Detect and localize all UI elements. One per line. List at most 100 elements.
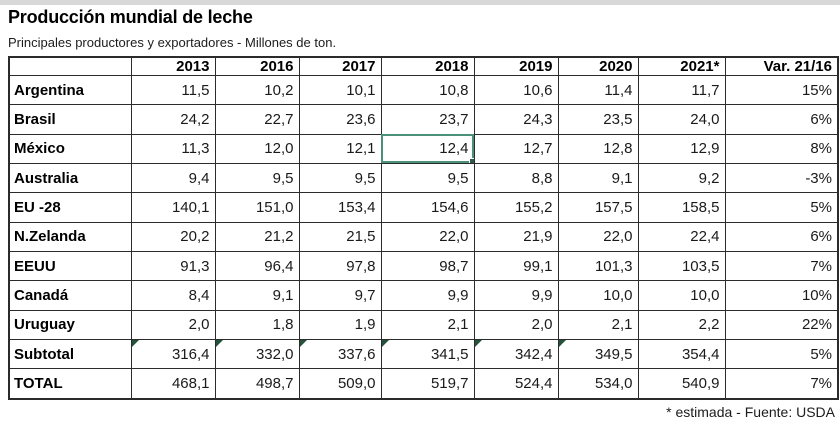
column-header-2013[interactable]: 2013 <box>130 56 216 76</box>
cell[interactable]: 23,5 <box>557 104 639 135</box>
cell[interactable]: 316,4 <box>130 338 216 370</box>
cell[interactable]: 11,7 <box>637 74 726 106</box>
cell[interactable]: 103,5 <box>637 250 726 282</box>
row-label-eu-28[interactable]: EU -28 <box>8 192 132 223</box>
cell[interactable]: 10,2 <box>214 74 300 106</box>
cell[interactable]: 2,0 <box>130 309 216 340</box>
cell[interactable]: 20,2 <box>130 221 216 252</box>
cell[interactable]: 101,3 <box>557 250 639 282</box>
cell[interactable]: 10,8 <box>380 74 475 106</box>
cell[interactable]: 468,1 <box>130 368 216 400</box>
cell-var[interactable]: 15% <box>724 74 839 106</box>
cell[interactable]: 354,4 <box>637 338 726 370</box>
cell[interactable]: 154,6 <box>380 192 475 223</box>
cell[interactable]: 99,1 <box>473 250 559 282</box>
cell[interactable]: 524,4 <box>473 368 559 400</box>
row-label-total[interactable]: TOTAL <box>8 368 132 400</box>
cell-var[interactable]: 8% <box>724 133 839 164</box>
row-label-m-xico[interactable]: México <box>8 133 132 164</box>
cell[interactable]: 157,5 <box>557 192 639 223</box>
cell[interactable]: 10,0 <box>637 280 726 311</box>
cell[interactable]: 140,1 <box>130 192 216 223</box>
cell[interactable]: 22,7 <box>214 104 300 135</box>
cell[interactable]: 341,5 <box>380 338 475 370</box>
cell[interactable]: 12,7 <box>473 133 559 164</box>
cell[interactable]: 12,4 <box>380 133 475 164</box>
cell-var[interactable]: 5% <box>724 192 839 223</box>
cell[interactable]: 509,0 <box>298 368 382 400</box>
cell[interactable]: 9,5 <box>298 162 382 194</box>
column-header-2021[interactable]: 2021* <box>637 56 726 76</box>
cell[interactable]: 96,4 <box>214 250 300 282</box>
cell[interactable]: 158,5 <box>637 192 726 223</box>
cell[interactable]: 23,6 <box>298 104 382 135</box>
cell[interactable]: 9,5 <box>380 162 475 194</box>
cell[interactable]: 534,0 <box>557 368 639 400</box>
cell[interactable]: 22,4 <box>637 221 726 252</box>
cell[interactable]: 2,0 <box>473 309 559 340</box>
cell-var[interactable]: 10% <box>724 280 839 311</box>
cell[interactable]: 24,3 <box>473 104 559 135</box>
cell[interactable]: 91,3 <box>130 250 216 282</box>
cell[interactable]: 2,2 <box>637 309 726 340</box>
cell[interactable]: 12,8 <box>557 133 639 164</box>
cell[interactable]: 342,4 <box>473 338 559 370</box>
cell[interactable]: 332,0 <box>214 338 300 370</box>
cell[interactable]: 519,7 <box>380 368 475 400</box>
cell[interactable]: 498,7 <box>214 368 300 400</box>
cell[interactable]: 153,4 <box>298 192 382 223</box>
cell[interactable]: 24,2 <box>130 104 216 135</box>
cell[interactable]: 21,9 <box>473 221 559 252</box>
cell-var[interactable]: 6% <box>724 104 839 135</box>
cell[interactable]: 540,9 <box>637 368 726 400</box>
cell-var[interactable]: 6% <box>724 221 839 252</box>
cell[interactable]: 24,0 <box>637 104 726 135</box>
column-header-2018[interactable]: 2018 <box>380 56 475 76</box>
cell[interactable]: 9,9 <box>380 280 475 311</box>
row-label-n-zelanda[interactable]: N.Zelanda <box>8 221 132 252</box>
cell[interactable]: 11,4 <box>557 74 639 106</box>
cell[interactable]: 9,5 <box>214 162 300 194</box>
cell[interactable]: 12,0 <box>214 133 300 164</box>
cell-var[interactable]: 5% <box>724 338 839 370</box>
row-label-uruguay[interactable]: Uruguay <box>8 309 132 340</box>
cell[interactable]: 337,6 <box>298 338 382 370</box>
cell[interactable]: 22,0 <box>380 221 475 252</box>
row-label-argentina[interactable]: Argentina <box>8 74 132 106</box>
row-label-subtotal[interactable]: Subtotal <box>8 338 132 370</box>
cell[interactable]: 151,0 <box>214 192 300 223</box>
cell[interactable]: 2,1 <box>380 309 475 340</box>
cell[interactable]: 8,8 <box>473 162 559 194</box>
cell[interactable]: 1,8 <box>214 309 300 340</box>
cell[interactable]: 9,9 <box>473 280 559 311</box>
cell[interactable]: 21,2 <box>214 221 300 252</box>
cell[interactable]: 8,4 <box>130 280 216 311</box>
cell[interactable]: 22,0 <box>557 221 639 252</box>
corner-header-cell[interactable] <box>8 56 132 76</box>
cell[interactable]: 98,7 <box>380 250 475 282</box>
cell[interactable]: 10,0 <box>557 280 639 311</box>
cell[interactable]: 10,1 <box>298 74 382 106</box>
cell-var[interactable]: 22% <box>724 309 839 340</box>
cell[interactable]: 9,7 <box>298 280 382 311</box>
cell[interactable]: 12,9 <box>637 133 726 164</box>
cell[interactable]: 21,5 <box>298 221 382 252</box>
column-header-2019[interactable]: 2019 <box>473 56 559 76</box>
cell[interactable]: 9,1 <box>557 162 639 194</box>
column-header-2016[interactable]: 2016 <box>214 56 300 76</box>
cell[interactable]: 2,1 <box>557 309 639 340</box>
cell[interactable]: 10,6 <box>473 74 559 106</box>
cell[interactable]: 11,3 <box>130 133 216 164</box>
cell[interactable]: 23,7 <box>380 104 475 135</box>
cell[interactable]: 155,2 <box>473 192 559 223</box>
cell[interactable]: 12,1 <box>298 133 382 164</box>
cell[interactable]: 97,8 <box>298 250 382 282</box>
cell-var[interactable]: 7% <box>724 250 839 282</box>
cell-var[interactable]: -3% <box>724 162 839 194</box>
row-label-brasil[interactable]: Brasil <box>8 104 132 135</box>
column-header-var-21-16[interactable]: Var. 21/16 <box>724 56 839 76</box>
column-header-2020[interactable]: 2020 <box>557 56 639 76</box>
row-label-eeuu[interactable]: EEUU <box>8 250 132 282</box>
row-label-australia[interactable]: Australia <box>8 162 132 194</box>
cell[interactable]: 1,9 <box>298 309 382 340</box>
